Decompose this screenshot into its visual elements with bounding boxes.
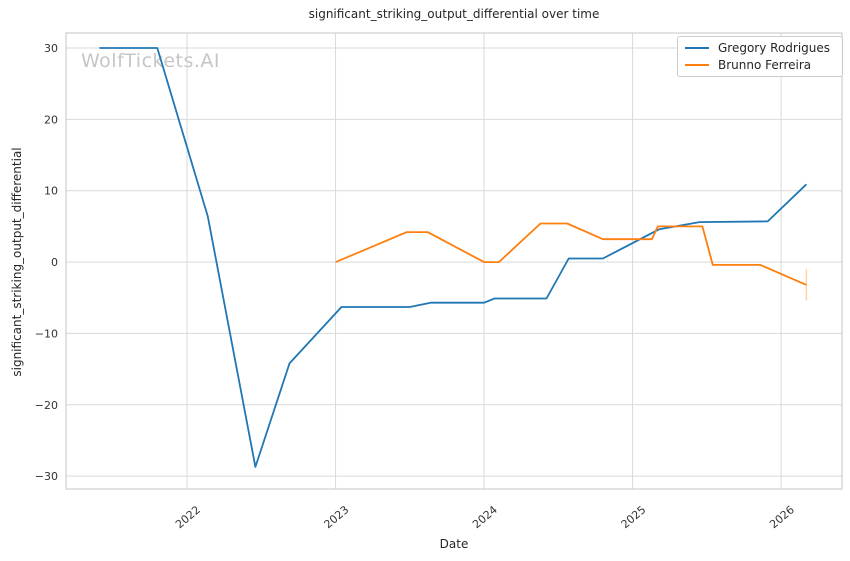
y-tick-label--20: −20 xyxy=(35,399,58,412)
legend-item-gregory-rodrigues: Gregory Rodrigues xyxy=(685,41,836,55)
y-axis-label: significant_striking_output_differential xyxy=(10,147,24,377)
legend: Gregory Rodrigues Brunno Ferreira xyxy=(677,36,843,77)
y-tick-label-0: 0 xyxy=(51,256,58,269)
y-tick-label-10: 10 xyxy=(44,185,58,198)
x-tick-label-2026: 2026 xyxy=(767,503,797,531)
x-tick-label-2024: 2024 xyxy=(470,503,500,531)
plot-border xyxy=(65,32,843,490)
chart-title: significant_striking_output_differential… xyxy=(308,7,600,21)
x-tick-label-2025: 2025 xyxy=(619,503,649,531)
legend-label: Gregory Rodrigues xyxy=(718,41,831,56)
y-tick-label--30: −30 xyxy=(35,470,58,483)
x-tick-label-2022: 2022 xyxy=(173,503,203,531)
legend-label: Brunno Ferreira xyxy=(718,57,812,72)
watermark: WolfTickets.AI xyxy=(81,50,221,72)
legend-line-sample-blue xyxy=(685,47,709,50)
y-tick-label--10: −10 xyxy=(35,327,58,340)
series-line-brunno-ferreira xyxy=(335,222,807,286)
series-line-gregory-rodrigues xyxy=(99,47,808,468)
y-tick-label-30: 30 xyxy=(44,42,58,55)
legend-line-sample-orange xyxy=(685,63,709,66)
y-tick-label-20: 20 xyxy=(44,113,58,126)
x-axis-label: Date xyxy=(439,537,469,551)
x-tick-label-2023: 2023 xyxy=(322,503,352,531)
legend-item-brunno-ferreira: Brunno Ferreira xyxy=(685,58,836,72)
